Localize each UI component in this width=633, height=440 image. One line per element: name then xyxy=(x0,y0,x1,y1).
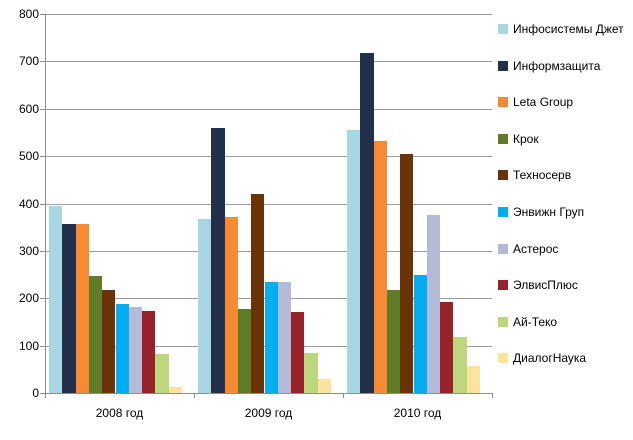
bar xyxy=(128,306,143,393)
y-axis-tick-label: 400 xyxy=(18,196,39,211)
y-axis-tick xyxy=(40,345,45,347)
legend-swatch xyxy=(498,133,508,144)
legend-label: Инфосистемы Джет xyxy=(513,22,624,36)
bar xyxy=(115,303,129,393)
legend-item: Leta Group xyxy=(498,95,573,109)
y-axis-tick xyxy=(40,156,45,158)
y-axis-tick xyxy=(40,298,45,300)
bar xyxy=(224,216,238,393)
x-axis-tick xyxy=(492,394,493,398)
legend-label: ДиалогНаука xyxy=(513,351,587,366)
y-gridline xyxy=(45,156,492,158)
bar xyxy=(347,130,361,393)
legend-label: Крок xyxy=(513,131,539,146)
legend-item: ЭлвисПлюс xyxy=(498,278,578,292)
legend-item: Техносерв xyxy=(498,168,571,182)
legend-label: Астерос xyxy=(513,241,559,256)
y-axis-tick xyxy=(40,108,45,110)
y-axis-tick-label: 200 xyxy=(18,291,39,306)
bar xyxy=(49,205,63,393)
x-axis-line xyxy=(45,393,493,394)
bar xyxy=(386,289,401,393)
bar xyxy=(373,140,387,393)
legend-swatch xyxy=(498,97,508,108)
legend-item: Крок xyxy=(498,132,539,146)
y-gridline xyxy=(45,203,492,205)
legend-label: ЭлвисПлюс xyxy=(513,278,578,293)
bar xyxy=(466,365,480,393)
bar xyxy=(75,223,89,393)
y-axis-tick-label: 300 xyxy=(18,243,39,258)
bar xyxy=(102,289,116,393)
legend-label: Leta Group xyxy=(513,95,574,110)
y-gridline xyxy=(45,61,492,63)
bar xyxy=(168,386,182,393)
x-axis-category-label: 2010 год xyxy=(393,406,442,420)
bar xyxy=(291,311,305,393)
legend-item: Энвижн Груп xyxy=(498,205,584,219)
legend-item: Астерос xyxy=(498,242,558,256)
legend-swatch xyxy=(498,280,508,291)
y-gridline xyxy=(45,14,492,15)
y-axis-tick xyxy=(40,203,45,205)
legend-label: Ай-Теко xyxy=(513,314,558,329)
x-axis-tick xyxy=(194,394,195,398)
legend-label: Информзащита xyxy=(513,58,601,73)
y-axis-tick-label: 800 xyxy=(18,7,39,21)
bar xyxy=(360,53,374,393)
bar xyxy=(155,353,169,393)
y-axis-tick-label: 100 xyxy=(18,338,39,353)
y-axis-tick-label: 0 xyxy=(32,386,39,400)
x-axis-category-label: 2009 год xyxy=(244,406,293,420)
legend-swatch xyxy=(498,316,508,327)
x-axis-tick xyxy=(45,394,46,398)
bar xyxy=(453,337,467,393)
legend-item: Информзащита xyxy=(498,59,600,73)
bar xyxy=(211,127,225,393)
bar xyxy=(142,311,156,393)
legend-label: Техносерв xyxy=(513,168,572,183)
y-gridline xyxy=(45,108,492,110)
x-axis-tick xyxy=(343,394,344,398)
y-axis-tick-label: 500 xyxy=(18,149,39,164)
legend-swatch xyxy=(498,243,508,254)
bar xyxy=(264,282,278,393)
legend-item: ДиалогНаука xyxy=(498,351,586,365)
bar xyxy=(237,309,252,393)
bar xyxy=(88,275,103,393)
bar xyxy=(251,194,265,393)
bar xyxy=(426,215,441,393)
legend-item: Ай-Теко xyxy=(498,315,557,329)
legend-swatch xyxy=(498,353,508,364)
y-gridline xyxy=(45,250,492,252)
x-axis-category-label: 2008 год xyxy=(95,406,144,420)
y-axis-line xyxy=(45,14,46,393)
bar xyxy=(277,282,292,393)
legend-swatch xyxy=(498,60,508,71)
bar xyxy=(317,379,331,393)
legend-swatch xyxy=(498,24,508,34)
legend-label: Энвижн Груп xyxy=(513,205,585,219)
bar xyxy=(198,218,212,393)
legend-swatch xyxy=(498,170,508,181)
bar xyxy=(62,223,76,393)
y-axis-tick xyxy=(40,14,45,15)
legend-swatch xyxy=(498,207,508,217)
legend: Инфосистемы Джет Информзащита Leta Group Кр… xyxy=(498,0,633,440)
y-axis-tick xyxy=(40,250,45,252)
y-axis-tick xyxy=(40,393,45,394)
bar xyxy=(413,274,427,393)
bar xyxy=(440,301,454,393)
y-axis-tick xyxy=(40,61,45,63)
y-axis-tick-label: 700 xyxy=(18,54,39,69)
y-axis-tick-label: 600 xyxy=(18,101,39,116)
legend-item: Инфосистемы Джет xyxy=(498,22,624,36)
bar xyxy=(400,153,414,393)
bar xyxy=(304,352,318,393)
